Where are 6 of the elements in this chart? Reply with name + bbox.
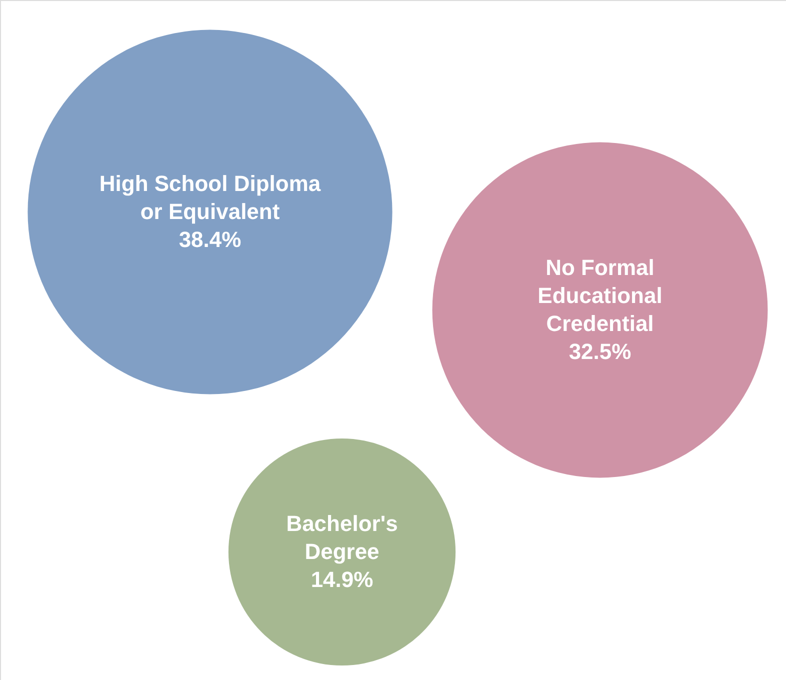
category-label: Bachelor's Degree [286, 511, 398, 564]
data-label: 38.4% [178, 227, 242, 252]
category-label: High School Diploma or Equivalent [99, 171, 322, 224]
data-label: 32.5% [568, 339, 632, 364]
data-label: 14.9% [310, 567, 374, 592]
category-label: No Formal Educational Credential [538, 255, 662, 336]
